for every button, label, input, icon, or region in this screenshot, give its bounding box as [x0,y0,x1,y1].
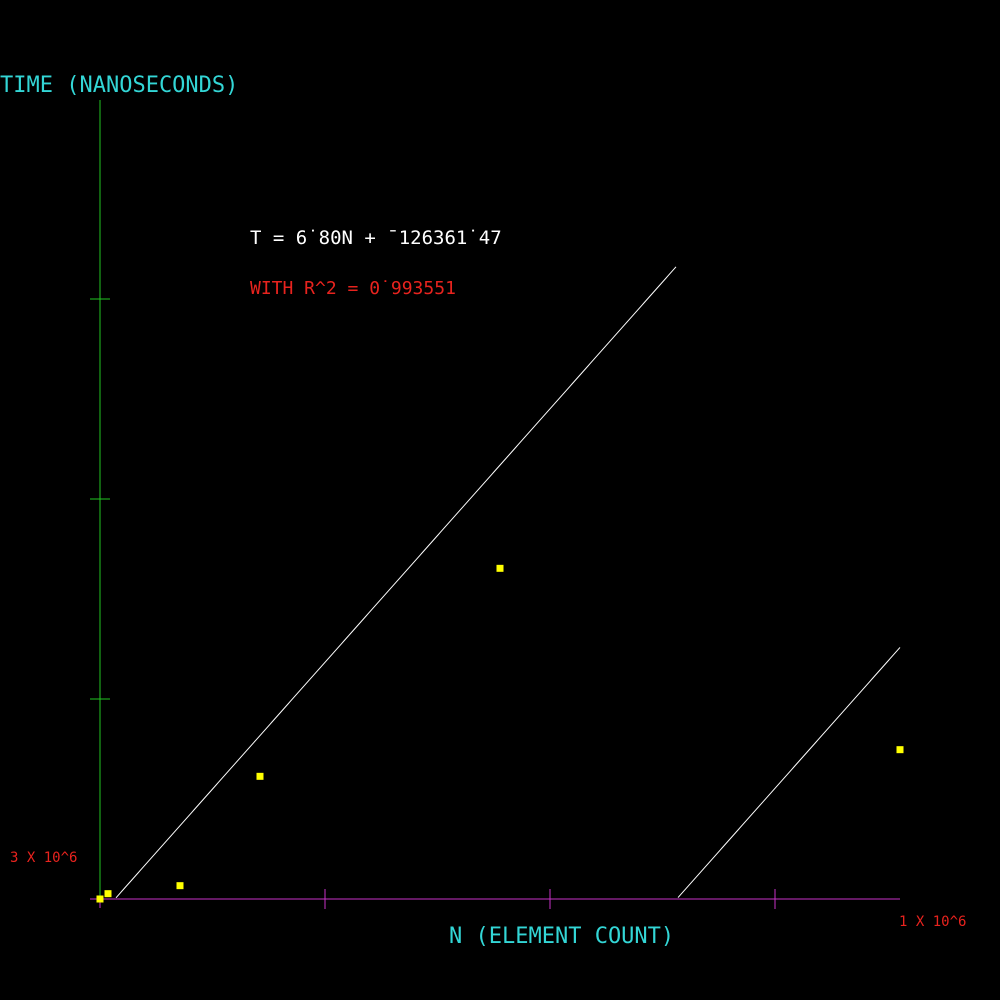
x-tick-group [99,889,776,909]
x-scale-label: 1 X 10^6 [899,914,966,930]
fit-equation: T = 6˙80N + ¯126361˙47 [250,227,502,249]
data-point-group [96,564,904,903]
data-point [104,890,112,898]
fit-line-group [115,266,901,899]
data-point [496,564,504,572]
data-point [256,772,264,780]
data-point [96,895,104,903]
x-axis-title: N (ELEMENT COUNT) [449,924,674,949]
data-point [896,746,904,754]
data-point [176,882,184,890]
fit-line [115,266,677,899]
y-scale-label: 3 X 10^6 [10,850,77,866]
y-axis-title: TIME (NANOSECONDS) [0,73,238,98]
y-tick-group [90,298,110,700]
r-squared-label: WITH R^2 = 0˙993551 [250,278,456,299]
fit-line [677,647,901,898]
